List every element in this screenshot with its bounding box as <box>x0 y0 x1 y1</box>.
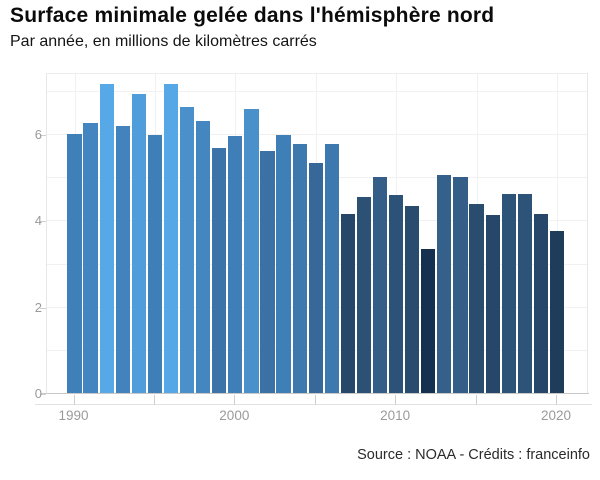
bar-1996 <box>163 84 179 394</box>
bar-2020 <box>549 230 565 394</box>
bar-2004 <box>292 144 307 394</box>
x-tick-label-2020: 2020 <box>540 408 571 423</box>
grid-line-y-6 <box>47 133 587 135</box>
x-tick-label-1990: 1990 <box>58 408 89 423</box>
grid-line-y-7 <box>47 90 587 92</box>
bar-1998 <box>196 121 211 394</box>
bar-2019 <box>533 213 548 394</box>
bar-2000 <box>228 136 243 394</box>
chart-title: Surface minimale gelée dans l'hémisphère… <box>10 4 495 27</box>
bar-1999 <box>212 147 227 394</box>
bar-1990 <box>67 133 82 394</box>
bar-2008 <box>356 196 372 394</box>
x-tick-2010 <box>395 395 397 405</box>
bar-2017 <box>501 193 516 394</box>
bar-2016 <box>485 215 500 394</box>
bar-2002 <box>260 151 275 394</box>
x-tick-label-2000: 2000 <box>219 408 250 423</box>
bar-2003 <box>276 134 291 394</box>
x-tick-2000 <box>234 395 236 405</box>
y-tick-4 <box>40 221 46 223</box>
bar-2013 <box>437 175 452 394</box>
bar-2014 <box>453 177 468 394</box>
x-tick-1990 <box>73 395 75 405</box>
bar-2011 <box>405 205 420 394</box>
x-tick-1995 <box>153 395 155 405</box>
source-credit: Source : NOAA - Crédits : franceinfo <box>357 447 590 463</box>
plot-area <box>41 73 589 394</box>
x-tick-2015 <box>475 395 477 405</box>
x-tick-2005 <box>314 395 316 405</box>
bar-1992 <box>99 83 114 394</box>
y-tick-label-0: 0 <box>34 386 42 401</box>
chart-subtitle: Par année, en millions de kilomètres car… <box>10 33 317 50</box>
bar-2001 <box>244 108 259 394</box>
bar-2015 <box>469 204 484 394</box>
y-tick-0 <box>40 394 46 395</box>
bar-2009 <box>372 176 388 394</box>
x-tick-label-2010: 2010 <box>380 408 411 423</box>
bar-2007 <box>340 214 355 394</box>
bar-1994 <box>131 93 146 394</box>
y-tick-2 <box>40 307 46 309</box>
y-tick-label-6: 6 <box>34 126 42 142</box>
y-tick-6 <box>40 134 46 136</box>
bar-1991 <box>83 122 98 394</box>
bar-2006 <box>324 144 339 394</box>
bar-1997 <box>179 107 195 394</box>
x-tick-2020 <box>555 395 557 405</box>
bar-2018 <box>517 193 532 394</box>
bar-1995 <box>147 134 162 394</box>
bar-2012 <box>421 249 436 394</box>
x-axis-spine <box>35 404 592 405</box>
axis-baseline <box>41 393 589 394</box>
y-tick-label-4: 4 <box>34 213 42 229</box>
y-tick-label-2: 2 <box>34 299 42 315</box>
bar-1993 <box>115 125 130 394</box>
bar-2005 <box>308 163 323 394</box>
bar-2010 <box>389 195 404 394</box>
